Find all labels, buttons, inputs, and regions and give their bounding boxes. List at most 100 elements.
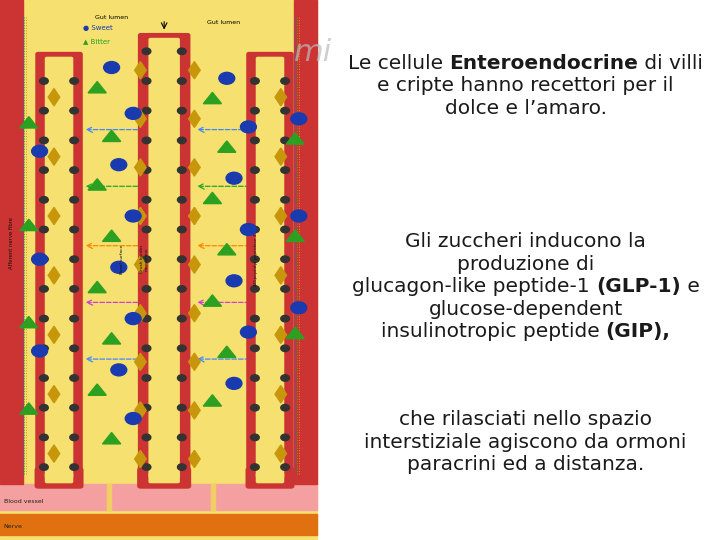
FancyBboxPatch shape [45,57,73,478]
FancyBboxPatch shape [256,57,284,478]
Bar [107,484,111,510]
Text: paracrini ed a distanza.: paracrini ed a distanza. [407,455,644,474]
Circle shape [178,197,186,203]
Polygon shape [286,133,305,144]
Circle shape [40,167,48,173]
Circle shape [111,364,127,376]
Circle shape [251,226,259,233]
Circle shape [143,434,151,441]
Circle shape [32,145,48,157]
FancyBboxPatch shape [45,472,73,483]
Text: ● Sweet: ● Sweet [83,25,112,31]
Polygon shape [135,450,146,468]
Bar [0,0,23,484]
Text: ΔDipeptidyl peptidase 4: ΔDipeptidyl peptidase 4 [253,233,258,286]
Text: mi: mi [294,38,333,67]
Polygon shape [189,256,200,273]
Text: Le cellule: Le cellule [348,54,449,73]
Polygon shape [88,179,107,190]
Circle shape [70,226,78,233]
Circle shape [281,434,289,441]
Polygon shape [135,62,146,79]
Polygon shape [48,326,60,343]
Circle shape [178,464,186,470]
Circle shape [281,404,289,411]
FancyBboxPatch shape [138,33,190,483]
Circle shape [32,253,48,265]
Circle shape [281,78,289,84]
Circle shape [251,167,259,173]
Circle shape [226,275,242,287]
Polygon shape [189,110,200,127]
Polygon shape [286,230,305,241]
Text: produzione di: produzione di [457,255,594,274]
Circle shape [143,167,151,173]
FancyBboxPatch shape [137,467,192,489]
Circle shape [40,375,48,381]
Polygon shape [48,148,60,165]
Polygon shape [275,267,287,284]
Circle shape [251,315,259,322]
Circle shape [281,167,289,173]
Polygon shape [19,316,38,328]
Circle shape [143,375,151,381]
Polygon shape [217,244,236,255]
Circle shape [178,375,186,381]
Text: Basal surface: Basal surface [120,245,125,274]
Bar [0,0,317,540]
Circle shape [219,72,235,84]
Circle shape [70,315,78,322]
Text: Afferent nerve fibre: Afferent nerve fibre [9,217,14,269]
Circle shape [143,464,151,470]
FancyBboxPatch shape [246,467,294,489]
Circle shape [143,197,151,203]
Polygon shape [275,207,287,225]
Circle shape [251,197,259,203]
FancyBboxPatch shape [246,52,294,483]
Circle shape [240,121,256,133]
FancyBboxPatch shape [35,467,84,489]
Polygon shape [189,207,200,225]
Polygon shape [48,89,60,106]
Circle shape [143,78,151,84]
Circle shape [111,159,127,171]
Circle shape [291,113,307,125]
Polygon shape [189,305,200,322]
Circle shape [104,62,120,73]
Polygon shape [275,326,287,343]
Circle shape [70,167,78,173]
Text: Brush border
membrane: Brush border membrane [140,245,148,273]
Text: Enteroendocrine: Enteroendocrine [449,54,639,73]
Text: Gut lumen: Gut lumen [207,21,240,25]
Circle shape [178,107,186,114]
Text: interstiziale agiscono da ormoni: interstiziale agiscono da ormoni [364,433,687,452]
Polygon shape [88,384,107,395]
Circle shape [178,434,186,441]
Circle shape [70,197,78,203]
Circle shape [178,286,186,292]
Polygon shape [189,159,200,176]
Circle shape [40,137,48,144]
Circle shape [178,256,186,262]
Circle shape [40,107,48,114]
Polygon shape [217,141,236,152]
Text: e cripte hanno recettori per il: e cripte hanno recettori per il [377,77,674,96]
Polygon shape [135,402,146,419]
Bar [211,484,215,510]
Text: e: e [680,277,699,296]
Circle shape [251,404,259,411]
FancyBboxPatch shape [35,52,83,483]
Circle shape [111,261,127,273]
Circle shape [251,345,259,352]
Circle shape [178,315,186,322]
Circle shape [40,197,48,203]
Circle shape [143,315,151,322]
Text: Blood vessel: Blood vessel [4,499,43,504]
Polygon shape [135,256,146,273]
Circle shape [281,107,289,114]
Polygon shape [19,117,38,128]
Circle shape [70,375,78,381]
Circle shape [70,464,78,470]
Circle shape [251,78,259,84]
Circle shape [70,434,78,441]
